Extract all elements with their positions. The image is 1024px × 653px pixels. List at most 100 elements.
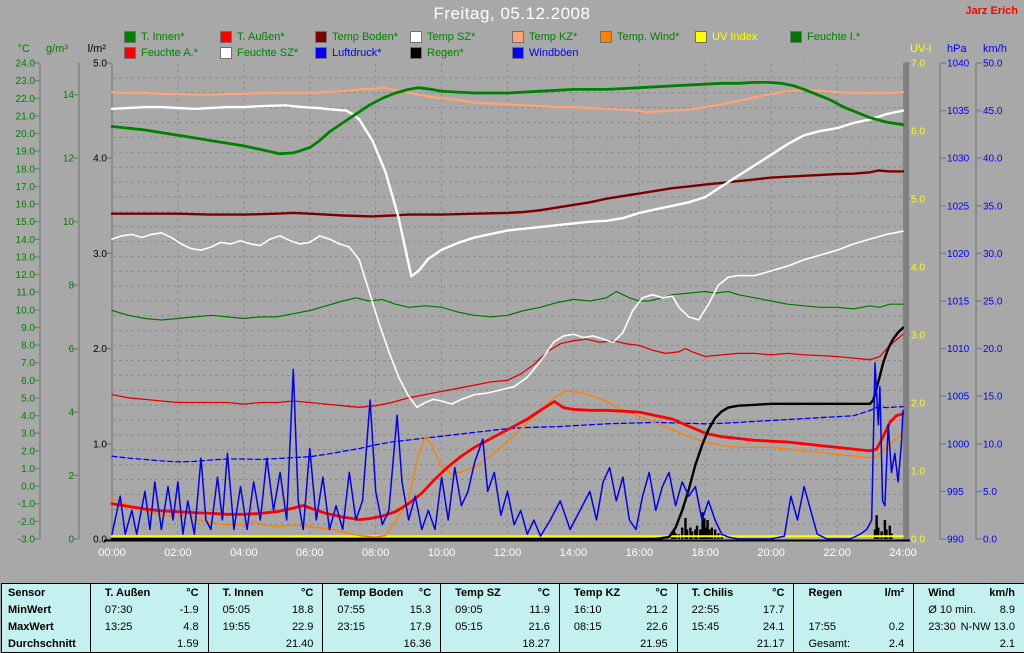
tick-label-uv: 5.0: [911, 195, 925, 206]
tick-label-degC: 17.0: [16, 182, 36, 193]
legend-item-temp-sz[interactable]: Temp SZ*: [410, 31, 475, 43]
legend-swatch-icon: [512, 31, 524, 43]
max-time: 17:55: [808, 620, 836, 633]
max-value: 4.8: [183, 620, 199, 633]
legend-item-feuchte-i[interactable]: Feuchte I.*: [790, 31, 860, 43]
row-label-minwert: MinWert: [8, 603, 52, 616]
series-temp-kz: [110, 86, 905, 114]
tick-label-lm2: 1.0: [93, 439, 107, 450]
weather-chart: °C24.023.022.021.020.019.018.017.016.015…: [16, 43, 1007, 559]
legend-swatch-icon: [410, 47, 422, 59]
legend-label: Temp SZ*: [427, 31, 476, 43]
sensor-unit: °C: [537, 586, 550, 599]
series-temp-boden: [110, 169, 905, 218]
tick-label-gm3: 2: [68, 471, 74, 482]
axis-title-lm2: l/m²: [88, 43, 107, 55]
tick-label-uv: 1.0: [911, 467, 925, 478]
table-col-regen: Regen l/m² 17:55 0.2 Gesamt: 2.4: [794, 584, 915, 652]
max-time: 23:30: [928, 620, 956, 633]
min-value: 18.8: [291, 603, 314, 616]
tick-label-gm3: 8: [68, 281, 74, 292]
legend-swatch-icon: [124, 31, 136, 43]
legend-label: Feuchte A.*: [141, 47, 198, 59]
max-value: 22.9: [291, 620, 314, 633]
tick-label-kmh: 50.0: [983, 59, 1003, 70]
max-value: 21.6: [528, 620, 550, 633]
tick-label-gm3: 14: [63, 90, 75, 101]
axis-title-kmh: km/h: [983, 43, 1007, 55]
tick-label-uv: 0.0: [911, 535, 925, 546]
legend-label: Feuchte I.*: [807, 31, 861, 43]
min-time: 05:05: [222, 603, 251, 616]
tick-label-degC: -2.0: [18, 517, 36, 528]
min-time: 07:55: [337, 603, 365, 616]
x-tick-label: 12:00: [494, 547, 522, 559]
avg-value: 16.36: [403, 637, 432, 650]
sensor-unit: °C: [418, 586, 432, 599]
legend-item-windb-en[interactable]: Windböen: [512, 47, 579, 59]
legend-swatch-icon: [600, 31, 612, 43]
legend-item-temp-kz[interactable]: Temp KZ*: [512, 31, 577, 43]
legend-swatch-icon: [124, 47, 136, 59]
tick-label-degC: -3.0: [18, 535, 36, 546]
legend-item-regen[interactable]: Regen*: [410, 47, 464, 59]
sensor-name: Regen: [808, 586, 843, 599]
x-tick-label: 20:00: [757, 547, 785, 559]
tick-label-degC: 8.0: [21, 341, 35, 352]
sensor-unit: °C: [186, 586, 199, 599]
legend-label: UV Index: [712, 31, 758, 43]
rain-bars: [671, 512, 893, 539]
legend-label: Temp KZ*: [529, 31, 578, 43]
series-t-innen: [110, 81, 905, 156]
avg-value: 21.17: [756, 637, 785, 650]
tick-label-kmh: 45.0: [983, 106, 1003, 117]
legend-item-feuchte-a[interactable]: Feuchte A.*: [124, 47, 198, 59]
x-tick-label: 04:00: [230, 547, 258, 559]
tick-label-degC: 4.0: [21, 411, 35, 422]
tick-label-kmh: 0.0: [983, 535, 997, 546]
legend-item-luftdruck[interactable]: Luftdruck*: [315, 47, 382, 59]
legend-label: Luftdruck*: [332, 47, 382, 59]
legend-swatch-icon: [790, 31, 802, 43]
tick-label-hpa: 1030: [947, 154, 970, 165]
max-value: 24.1: [763, 620, 785, 633]
series-regen: [110, 326, 905, 541]
tick-label-lm2: 5.0: [93, 59, 107, 70]
sensor-name: T. Chilis: [691, 586, 734, 599]
tick-label-degC: 21.0: [16, 111, 36, 122]
axis-title-hpa: hPa: [947, 43, 967, 55]
tick-label-kmh: 35.0: [983, 201, 1003, 212]
table-col-temp-kz: Temp KZ °C 16:10 21.2 08:15 22.6 21.95: [560, 584, 678, 652]
legend-swatch-icon: [220, 47, 232, 59]
tick-label-hpa: 1035: [947, 106, 970, 117]
avg-value: 21.95: [640, 637, 668, 650]
tick-label-degC: -1.0: [18, 499, 36, 510]
legend-item-feuchte-sz[interactable]: Feuchte SZ*: [220, 47, 298, 59]
legend-item-temp-boden[interactable]: Temp Boden*: [315, 31, 398, 43]
legend-label: Windböen: [529, 47, 579, 59]
max-time: 05:15: [455, 620, 483, 633]
tick-label-hpa: 1040: [947, 59, 970, 70]
avg-value: 2.1: [999, 637, 1015, 650]
series-t-aussen: [110, 400, 905, 521]
table-col-t-innen: T. Innen °C 05:05 18.8 19:55 22.9 21.40: [209, 584, 324, 652]
table-col-t-au-en: T. Außen °C 07:30 -1.9 13:25 4.8 1.59: [91, 584, 209, 652]
tick-label-kmh: 25.0: [983, 297, 1003, 308]
x-tick-label: 22:00: [823, 547, 851, 559]
legend-item-uv-index[interactable]: UV Index: [695, 31, 757, 43]
min-value: 15.3: [409, 603, 432, 616]
grid-lines: [113, 63, 902, 539]
legend-item-t-au-en[interactable]: T. Außen*: [220, 31, 285, 43]
series-feuchte-sz: [111, 230, 904, 409]
avg-label: Gesamt:: [808, 637, 851, 650]
stats-table: Sensor MinWert MaxWert Durchschnitt T. Außen…: [1, 583, 1024, 653]
tick-label-uv: 7.0: [911, 59, 925, 70]
sensor-name: Temp SZ: [455, 586, 501, 599]
series-feuchte-a: [111, 333, 904, 408]
tick-label-degC: 24.0: [16, 59, 36, 70]
legend-item-temp-wind[interactable]: Temp. Wind*: [600, 31, 679, 43]
tick-label-degC: 15.0: [16, 217, 36, 228]
legend-item-t-innen[interactable]: T. Innen*: [124, 31, 184, 43]
tick-label-hpa: 1010: [947, 344, 970, 355]
